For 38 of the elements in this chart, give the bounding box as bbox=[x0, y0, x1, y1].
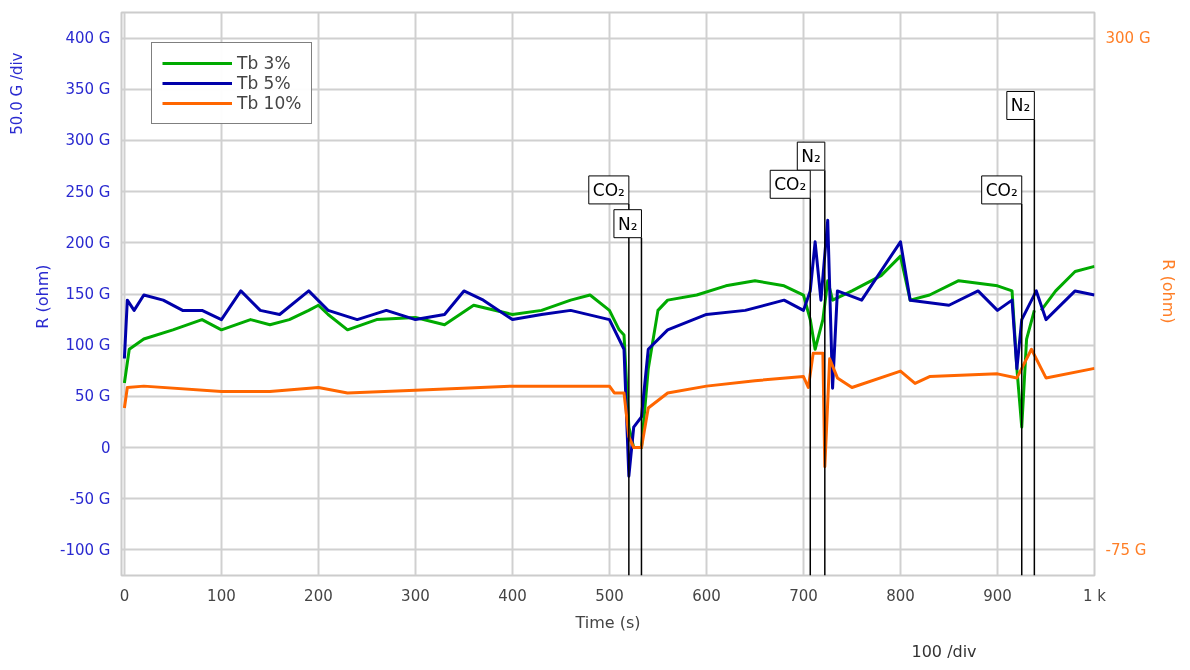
legend-label: Tb 5% bbox=[237, 73, 291, 93]
x-tick-label: 100 bbox=[207, 586, 236, 605]
y-tick-label: 50 G bbox=[75, 387, 111, 406]
y-tick-label: -50 G bbox=[69, 489, 111, 508]
y-tick-label: 350 G bbox=[65, 80, 111, 99]
y-tick-label: 100 G bbox=[65, 336, 111, 355]
x-tick-label: 500 bbox=[595, 586, 624, 605]
ref-line-label: CO₂ bbox=[592, 179, 625, 200]
y2-axis-title: R (ohm) bbox=[1158, 259, 1178, 324]
y2-tick-label: -75 G bbox=[1105, 540, 1147, 559]
x-tick-label: 0 bbox=[119, 586, 130, 605]
legend-label: Tb 10% bbox=[237, 93, 302, 113]
ref-line-label: CO₂ bbox=[774, 174, 807, 195]
x-tick-label: 300 bbox=[401, 586, 430, 605]
y2-tick-label: 300 G bbox=[1105, 29, 1151, 48]
y-tick-label: 400 G bbox=[65, 29, 111, 48]
x-tick-label: 700 bbox=[789, 586, 818, 605]
ref-line-label: CO₂ bbox=[985, 179, 1018, 200]
x-tick-label: 800 bbox=[886, 586, 915, 605]
y-tick-label: 0 bbox=[100, 438, 111, 457]
ref-line-label: N₂ bbox=[801, 146, 821, 167]
y-tick-label: 150 G bbox=[65, 285, 111, 303]
legend-label: Tb 3% bbox=[237, 53, 291, 73]
y-tick-label: 300 G bbox=[65, 131, 111, 150]
x-tick-label: 600 bbox=[692, 586, 721, 605]
y-axis-title: R (ohm) bbox=[33, 264, 53, 329]
ref-line-label: N₂ bbox=[1010, 95, 1031, 116]
y-tick-label: 250 G bbox=[65, 182, 111, 201]
text: 100 /div bbox=[911, 641, 977, 661]
ref-line-label: N₂ bbox=[617, 213, 638, 234]
y-tick-label: -100 G bbox=[60, 540, 111, 559]
text: 50.0 G /div bbox=[7, 52, 26, 135]
x-tick-label: 400 bbox=[498, 586, 527, 605]
x-tick-label: 1 k bbox=[1083, 586, 1107, 605]
y-tick-label: 200 G bbox=[65, 233, 111, 252]
x-tick-label: 200 bbox=[304, 586, 333, 605]
x-axis-title: Time (s) bbox=[574, 612, 641, 632]
x-tick-label: 900 bbox=[983, 586, 1012, 605]
